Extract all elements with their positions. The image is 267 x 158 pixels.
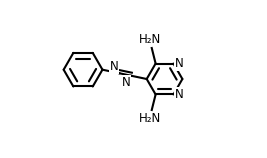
Text: N: N (175, 57, 184, 70)
Text: H₂N: H₂N (139, 33, 162, 46)
Text: N: N (122, 76, 131, 89)
Text: H₂N: H₂N (139, 112, 162, 125)
Text: N: N (109, 60, 118, 73)
Text: N: N (175, 88, 184, 101)
